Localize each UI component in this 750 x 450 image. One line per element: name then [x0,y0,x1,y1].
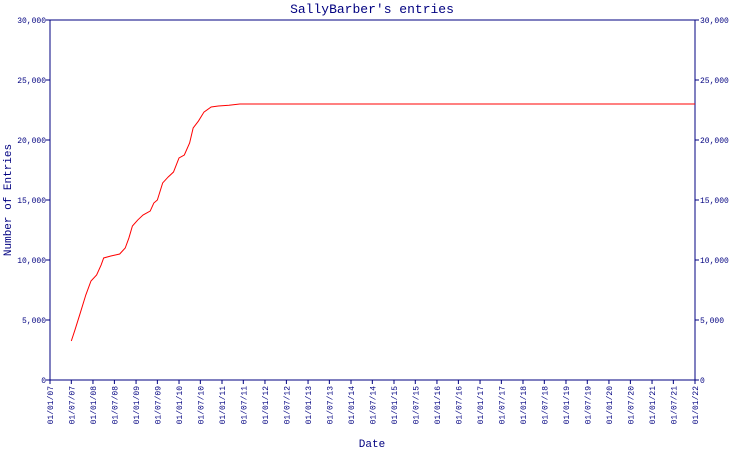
plot-frame [49,19,696,381]
y2-tick-label: 30,000 [700,17,729,26]
y-tick-label: 5,000 [22,317,46,326]
x-tick-label: 01/07/19 [584,386,593,425]
x-tick-label: 01/07/18 [541,386,550,425]
x-tick-label: 01/01/18 [520,386,529,425]
x-tick-label: 01/01/08 [90,386,99,425]
x-tick-label: 01/01/17 [477,386,486,425]
x-tick-label: 01/07/21 [670,386,679,425]
x-tick-label: 01/01/13 [305,386,314,425]
y-tick-label: 25,000 [17,77,46,86]
y2-tick-label: 15,000 [700,197,729,206]
y2-tick-label: 10,000 [700,257,729,266]
x-tick-label: 01/07/15 [412,386,421,425]
x-tick-label: 01/07/07 [68,386,77,425]
x-tick-label: 01/07/14 [369,386,378,425]
x-tick-label: 01/07/20 [627,386,636,425]
x-tick-label: 01/07/09 [154,386,163,425]
y-tick-label: 0 [41,377,46,386]
y2-tick-label: 20,000 [700,137,729,146]
y2-tick-label: 0 [700,377,705,386]
x-tick-label: 01/01/21 [649,386,658,425]
y-axis-label: Number of Entries [3,144,15,256]
x-tick-label: 01/01/16 [434,386,443,425]
y-tick-label: 15,000 [17,197,46,206]
x-tick-label: 01/07/11 [240,386,249,425]
x-tick-label: 01/01/11 [219,386,228,425]
y2-tick-label: 5,000 [700,317,724,326]
x-tick-label: 01/07/16 [455,386,464,425]
y2-tick-label: 25,000 [700,77,729,86]
chart-title: SallyBarber's entries [290,2,454,17]
x-tick-label: 01/07/12 [283,386,292,425]
x-axis-label: Date [359,439,385,450]
x-tick-label: 01/07/17 [498,386,507,425]
y-tick-label: 20,000 [17,137,46,146]
y-tick-label: 10,000 [17,257,46,266]
x-tick-label: 01/01/15 [391,386,400,425]
x-tick-label: 01/01/12 [262,386,271,425]
x-tick-label: 01/07/10 [197,386,206,425]
y-tick-label: 30,000 [17,17,46,26]
x-tick-label: 01/01/20 [606,386,615,425]
line [70,103,695,342]
x-tick-label: 01/01/09 [133,386,142,425]
x-tick-label: 01/01/19 [563,386,572,425]
x-tick-label: 01/01/10 [176,386,185,425]
x-tick-label: 01/01/07 [47,386,56,425]
x-tick-label: 01/07/08 [111,386,120,425]
x-tick-label: 01/01/14 [348,386,357,425]
x-tick-label: 01/07/13 [326,386,335,425]
x-tick-label: 01/01/22 [692,386,701,425]
